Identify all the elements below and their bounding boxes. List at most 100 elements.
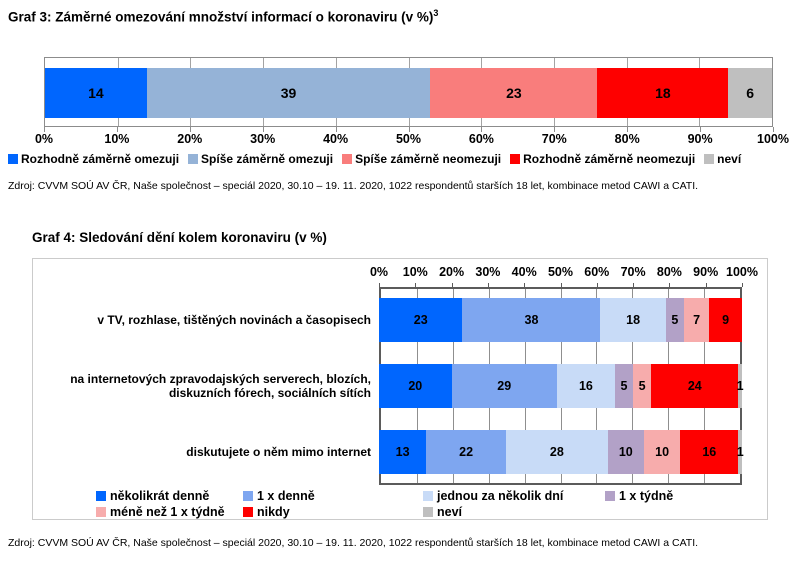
- tick-mark: [627, 127, 629, 132]
- legend-label: neví: [437, 505, 463, 519]
- legend-label: několikrát denně: [110, 489, 210, 503]
- bar-segment: 18: [597, 68, 729, 118]
- bar-segment: 1: [736, 430, 744, 474]
- legend-label: 1 x týdně: [619, 489, 674, 503]
- axis-tick-label: 80%: [614, 132, 640, 146]
- bar-segment: 5: [633, 364, 652, 408]
- bar-segment: 10: [607, 430, 644, 474]
- bar-segment: 5: [665, 298, 684, 342]
- category-label: v TV, rozhlase, tištěných novinách a čas…: [97, 312, 371, 327]
- graf3-x-axis: 0% 10% 20% 30% 40% 50% 60% 70% 80% 90% 100%: [35, 127, 789, 149]
- graf4-source-note: Zdroj: CVVM SOÚ AV ČR, Naše společnost –…: [8, 537, 699, 549]
- bar-segment: 9: [709, 298, 742, 342]
- segment-value-label: 24: [687, 379, 702, 393]
- segment-value-label: 9: [722, 313, 730, 327]
- tick-mark: [705, 283, 707, 287]
- bar-segment: 18: [600, 298, 666, 342]
- graf4-chart-frame: 0% 10% 20% 30% 40% 50% 60% 70% 80% 90% 100% 23 38 18 5…: [32, 258, 768, 520]
- axis-tick-label: 30%: [250, 132, 276, 146]
- tick-mark: [189, 127, 191, 132]
- segment-value-label: 5: [671, 313, 679, 327]
- segment-value-label: 23: [506, 85, 522, 101]
- tick-mark: [773, 127, 774, 132]
- segment-value-label: 5: [638, 379, 646, 393]
- segment-value-label: 10: [618, 445, 633, 459]
- category-label: na internetových zpravodajských serverec…: [70, 371, 371, 400]
- legend-item: několikrát denně: [96, 489, 209, 503]
- legend-item: Rozhodně záměrně neomezuji: [510, 152, 695, 166]
- segment-value-label: 20: [408, 379, 423, 393]
- axis-tick-label: 100%: [726, 265, 758, 279]
- legend-item: jednou za několik dní: [423, 489, 563, 503]
- axis-tick-label: 60%: [468, 132, 494, 146]
- legend-swatch: [96, 507, 106, 517]
- segment-value-label: 10: [655, 445, 670, 459]
- bar-segment: 5: [614, 364, 634, 408]
- axis-tick-label: 20%: [177, 132, 203, 146]
- axis-tick-label: 90%: [687, 132, 713, 146]
- bar-segment: 24: [651, 364, 739, 408]
- bar-segment: 29: [451, 364, 557, 408]
- segment-value-label: 5: [620, 379, 628, 393]
- legend-label: Spíše záměrně neomezuji: [355, 152, 502, 166]
- axis-tick-label: 30%: [475, 265, 501, 279]
- legend-item: neví: [704, 152, 741, 166]
- tick-mark: [116, 127, 118, 132]
- legend-item: Rozhodně záměrně omezuji: [8, 152, 179, 166]
- tick-mark: [487, 283, 489, 287]
- legend-label: Rozhodně záměrně omezuji: [21, 152, 180, 166]
- legend-swatch: [605, 491, 615, 501]
- axis-tick-label: 0%: [34, 132, 54, 146]
- axis-tick-label: 50%: [547, 265, 574, 279]
- bar-segment: 14: [45, 68, 147, 118]
- bar-segment: 7: [683, 298, 710, 342]
- tick-mark: [44, 127, 45, 132]
- axis-tick-label: 70%: [541, 132, 567, 146]
- tick-mark: [335, 127, 337, 132]
- tick-mark: [415, 283, 417, 287]
- legend-swatch: [423, 491, 433, 501]
- legend-swatch: [510, 154, 521, 164]
- bar-segment: 1: [737, 364, 744, 408]
- tick-mark: [560, 283, 562, 287]
- legend-item: Spíše záměrně neomezuji: [342, 152, 501, 166]
- axis-tick-label: 60%: [584, 265, 610, 279]
- axis-tick-label: 80%: [656, 265, 682, 279]
- bar-segment: 38: [462, 298, 601, 342]
- tick-mark: [554, 127, 556, 132]
- axis-tick-label: 50%: [395, 132, 422, 146]
- tick-mark: [742, 283, 743, 287]
- stacked-bar: 23 38 18 5 7 9: [379, 298, 742, 342]
- axis-tick-label: 10%: [402, 265, 428, 279]
- legend-label: nikdy: [257, 505, 290, 519]
- legend-item: neví: [423, 505, 462, 519]
- axis-tick-label: 0%: [369, 265, 389, 279]
- segment-value-label: 6: [746, 85, 755, 101]
- graf3-legend: Rozhodně záměrně omezuji Spíše záměrně om…: [8, 152, 796, 166]
- axis-tick-label: 70%: [620, 265, 646, 279]
- bar-segment: 23: [379, 298, 463, 342]
- graf3-footnote-marker: 3: [433, 8, 439, 18]
- segment-value-label: 28: [549, 445, 564, 459]
- graf3-title: Graf 3: Záměrné omezování množství infor…: [8, 8, 438, 25]
- bar-segment: 20: [379, 364, 452, 408]
- stacked-bar: 13 22 28 10 10 16 1: [379, 430, 744, 474]
- tick-mark: [451, 283, 453, 287]
- legend-item: nikdy: [243, 505, 290, 519]
- tick-mark: [408, 127, 410, 132]
- bar-segment: 23: [430, 68, 598, 118]
- legend-item: méně než 1 x týdně: [96, 505, 225, 519]
- segment-value-label: 16: [702, 445, 717, 459]
- bar-segment: 39: [146, 68, 431, 118]
- segment-value-label: 23: [413, 313, 428, 327]
- legend-label: jednou za několik dní: [437, 489, 564, 503]
- segment-value-label: 39: [280, 85, 297, 101]
- bar-segment: 16: [680, 430, 739, 474]
- segment-value-label: 7: [693, 313, 701, 327]
- segment-value-label: 1: [736, 445, 744, 459]
- legend-label: méně než 1 x týdně: [110, 505, 225, 519]
- legend-item: 1 x týdně: [605, 489, 673, 503]
- legend-label: Rozhodně záměrně neomezuji: [523, 152, 696, 166]
- legend-swatch: [704, 154, 715, 164]
- legend-label: Spíše záměrně omezuji: [201, 152, 334, 166]
